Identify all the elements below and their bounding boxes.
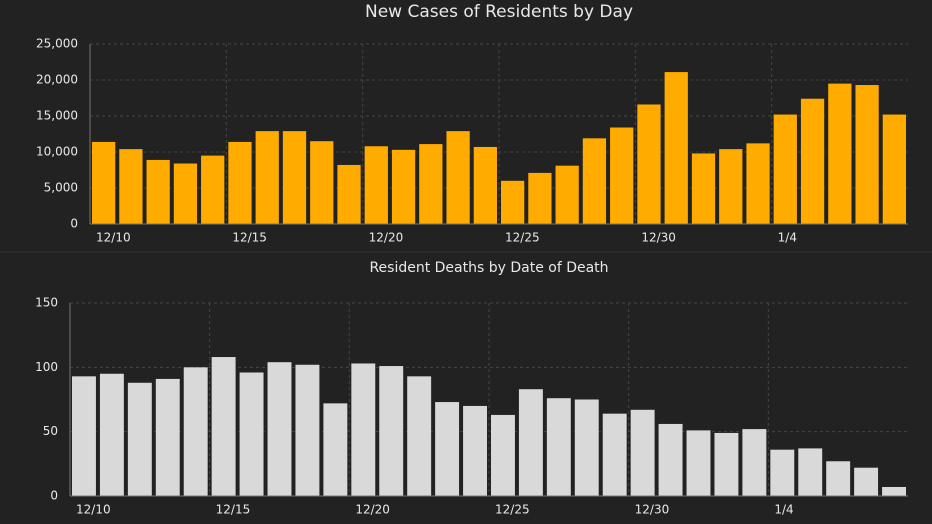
bar [826, 461, 851, 496]
bar [239, 372, 264, 496]
bar [798, 448, 823, 496]
bar [828, 83, 852, 224]
x-tick-label: 12/30 [641, 231, 676, 245]
bar [473, 146, 497, 224]
bar [518, 389, 543, 496]
bar [800, 98, 825, 224]
bar [686, 430, 711, 496]
bar [719, 149, 743, 224]
y-tick-label: 50 [43, 424, 58, 438]
x-tick-label: 12/20 [369, 231, 404, 245]
bar [446, 131, 470, 224]
bar [211, 357, 236, 496]
bar [310, 141, 334, 224]
bar [127, 382, 152, 496]
bar [72, 376, 96, 496]
x-tick-label: 12/25 [505, 231, 540, 245]
bar [637, 104, 661, 224]
y-tick-label: 15,000 [36, 109, 78, 123]
bar [379, 366, 404, 496]
bar [337, 164, 361, 224]
y-tick-label: 25,000 [36, 37, 78, 51]
bar [351, 363, 376, 496]
y-tick-label: 5,000 [44, 181, 78, 195]
bar [658, 423, 683, 496]
x-tick-label: 12/15 [216, 503, 251, 517]
bar [201, 155, 225, 224]
bar [391, 149, 416, 224]
bar [92, 141, 116, 224]
bar [770, 449, 795, 496]
y-tick-label: 10,000 [36, 145, 78, 159]
bar [183, 367, 208, 496]
x-tick-label: 12/25 [495, 503, 530, 517]
bar [295, 364, 320, 496]
bar [267, 362, 292, 496]
bar [691, 153, 716, 224]
bar [882, 486, 906, 496]
bar [173, 163, 198, 224]
bar [602, 413, 627, 496]
x-tick-label: 12/15 [232, 231, 267, 245]
bar [546, 398, 571, 496]
bar [255, 131, 279, 224]
bar [155, 378, 180, 496]
y-tick-label: 100 [35, 360, 58, 374]
bar [746, 143, 770, 224]
x-tick-label: 1/4 [778, 231, 797, 245]
bar [664, 72, 688, 224]
bar [463, 405, 487, 496]
bar [501, 180, 525, 224]
x-tick-label: 12/10 [96, 231, 131, 245]
bar [555, 165, 579, 224]
bar [882, 114, 906, 224]
bar [282, 131, 307, 224]
bar [119, 149, 143, 224]
bar [228, 141, 252, 224]
bar [146, 159, 170, 224]
bar [582, 138, 607, 224]
chart-title: New Cases of Residents by Day [365, 2, 633, 22]
bar [323, 403, 348, 496]
y-tick-label: 0 [70, 217, 78, 231]
x-tick-label: 1/4 [774, 503, 793, 517]
bar [435, 402, 460, 496]
bar [854, 467, 879, 496]
y-tick-label: 20,000 [36, 73, 78, 87]
x-tick-label: 12/10 [76, 503, 111, 517]
bar [99, 373, 124, 496]
bar [407, 376, 432, 496]
y-tick-label: 0 [50, 489, 58, 503]
bar [855, 85, 879, 224]
x-tick-label: 12/30 [635, 503, 670, 517]
bar [364, 146, 388, 224]
bar [773, 114, 797, 224]
bar [419, 144, 443, 224]
y-tick-label: 150 [35, 296, 58, 310]
bar [610, 127, 634, 224]
x-tick-label: 12/20 [355, 503, 390, 517]
bar [528, 172, 552, 224]
bar [491, 414, 515, 496]
bar [574, 399, 599, 496]
bar [742, 429, 767, 496]
chart-title: Resident Deaths by Date of Death [369, 260, 608, 276]
bar [714, 432, 739, 496]
bar [630, 409, 655, 496]
